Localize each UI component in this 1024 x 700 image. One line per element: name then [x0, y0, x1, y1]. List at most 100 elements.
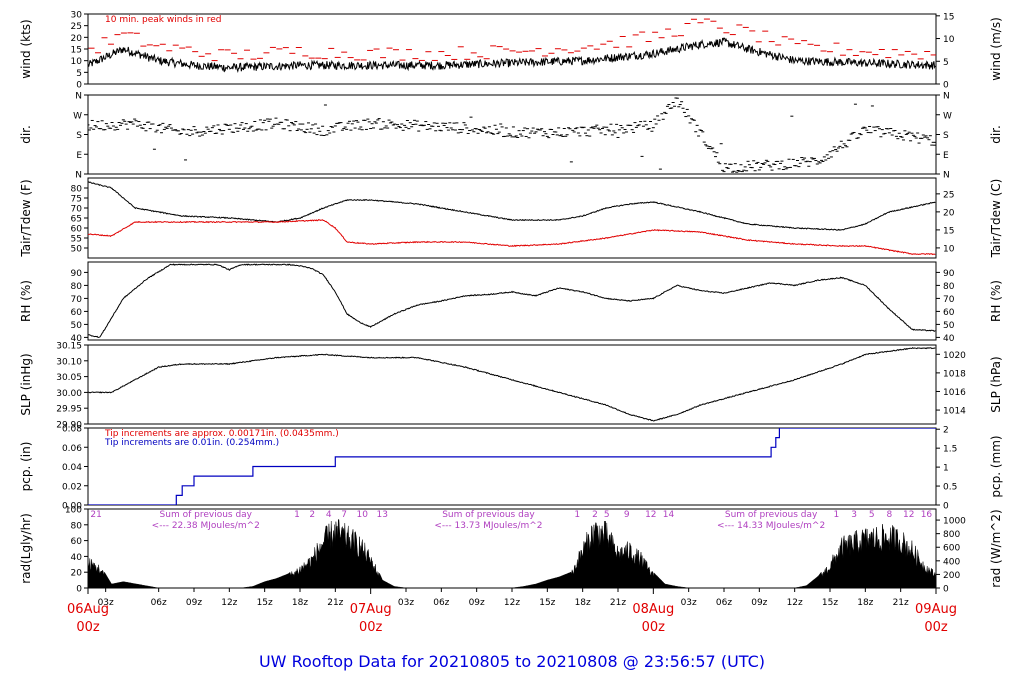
x-day-label: 09Aug — [915, 602, 957, 617]
hour-mark-label: 10 — [357, 510, 369, 520]
right-tick-label: 50 — [943, 321, 955, 331]
right-tick-label: 90 — [943, 269, 955, 279]
y-axis-label-right-temp: Tair/Tdew (C) — [989, 179, 1003, 259]
left-tick-label: 15 — [71, 46, 82, 56]
x-tick-label: 09z — [751, 598, 767, 608]
left-tick-label: W — [73, 111, 82, 121]
left-tick-label: 30.00 — [56, 389, 82, 399]
right-tick-label: E — [943, 151, 949, 161]
right-tick-label: 0.5 — [943, 483, 957, 493]
series-group-rad — [88, 519, 936, 588]
hour-mark-label: 4 — [326, 510, 332, 520]
right-tick-label: 15 — [943, 226, 954, 236]
panel-frame-rh — [87, 261, 937, 341]
right-tick-label: 40 — [943, 334, 955, 344]
x-tick-label: 03z — [681, 598, 697, 608]
y-axis-label-temp: Tair/Tdew (F) — [19, 179, 33, 257]
right-tick-label: 80 — [943, 282, 955, 292]
left-tick-label: 100 — [65, 506, 82, 516]
hour-mark-label: 12 — [903, 510, 914, 520]
left-tick-label: 70 — [71, 295, 83, 305]
chart-title: UW Rooftop Data for 20210805 to 20210808… — [259, 652, 765, 671]
hour-mark-label: 5 — [869, 510, 875, 520]
right-tick-label: 1020 — [943, 351, 966, 361]
right-tick-label: N — [943, 92, 950, 102]
left-tick-label: 80 — [71, 282, 83, 292]
hour-mark-label: 1 — [834, 510, 840, 520]
right-tick-label: 1016 — [943, 388, 966, 398]
left-tick-label: 20 — [71, 569, 83, 579]
left-tick-label: E — [76, 151, 82, 161]
left-tick-label: 25 — [71, 22, 82, 32]
day-sum-value: <--- 22.38 MJoules/m^2 — [152, 521, 260, 531]
panel-slp: 29.90 29.95 30.00 30.05 30.10 30.15 1014 1016 10… — [19, 342, 1003, 431]
left-tick-label: 0.08 — [62, 425, 82, 435]
right-tick-label: 60 — [943, 308, 955, 318]
x-day-label: 08Aug — [632, 602, 674, 617]
series-line-wind-0 — [88, 37, 936, 73]
right-tick-label: 10 — [943, 35, 955, 45]
hour-mark-label: 21 — [90, 510, 101, 520]
left-tick-label: 70 — [71, 205, 83, 215]
panel-frame-dir — [87, 94, 937, 175]
hour-mark-label: 7 — [341, 510, 347, 520]
left-tick-label: 5 — [76, 69, 82, 79]
right-tick-label: 1014 — [943, 407, 966, 417]
hour-mark-label: 3 — [851, 510, 857, 520]
x-tick-label: 15z — [822, 598, 838, 608]
x-day-sublabel: 00z — [76, 620, 100, 635]
hour-mark-label: 1 — [574, 510, 580, 520]
left-tick-label: 30.10 — [56, 357, 82, 367]
x-tick-label: 18z — [292, 598, 308, 608]
left-tick-label: 60 — [71, 537, 83, 547]
series-line-rh-0 — [88, 263, 936, 338]
radiation-area — [88, 519, 936, 588]
x-tick-label: 06z — [151, 598, 167, 608]
y-axis-label-right-slp: SLP (hPa) — [989, 356, 1003, 412]
left-tick-label: 20 — [71, 34, 83, 44]
x-tick-label: 06z — [716, 598, 732, 608]
x-tick-label: 03z — [98, 598, 114, 608]
hour-mark-label: 14 — [663, 510, 675, 520]
right-tick-label: 200 — [943, 571, 960, 581]
panel-annotation: 10 min. peak winds in red — [105, 15, 222, 25]
right-tick-label: 600 — [943, 544, 960, 554]
right-tick-label: 1000 — [943, 517, 966, 527]
x-tick-label: 09z — [186, 598, 202, 608]
left-tick-label: 80 — [71, 521, 83, 531]
hour-mark-label: 16 — [921, 510, 933, 520]
series-line-temp-1 — [88, 219, 936, 256]
y-axis-label-rad: rad(Lgly/hr) — [19, 513, 33, 584]
left-tick-label: 10 — [71, 57, 83, 67]
pcp-annotation-blue: Tip increments are 0.01in. (0.254mm.) — [104, 438, 279, 448]
left-tick-label: 30.05 — [56, 373, 82, 383]
series-group-temp — [88, 181, 936, 256]
x-tick-label: 09z — [469, 598, 485, 608]
left-tick-label: 30 — [71, 11, 83, 21]
x-tick-label: 06z — [433, 598, 449, 608]
left-tick-label: 60 — [71, 225, 83, 235]
right-tick-label: 0 — [943, 81, 949, 91]
x-tick-label: 15z — [539, 598, 555, 608]
y-axis-label-pcp: pcp. (in) — [19, 442, 33, 492]
panel-rad: 02040608010002004006008001000rad(Lgly/hr… — [19, 506, 1003, 595]
series-group-rh — [88, 263, 936, 338]
y-axis-label-right-rh: RH (%) — [989, 280, 1003, 322]
hour-mark-label: 2 — [309, 510, 315, 520]
day-sum-label: Sum of previous day — [442, 510, 535, 520]
hour-mark-label: 8 — [887, 510, 893, 520]
left-tick-label: N — [75, 92, 82, 102]
x-tick-label: 18z — [857, 598, 873, 608]
left-tick-label: 50 — [71, 321, 83, 331]
series-group-dir — [88, 97, 936, 173]
left-tick-label: 0.00 — [62, 502, 82, 512]
left-tick-label: 29.90 — [56, 421, 82, 431]
left-tick-label: S — [76, 131, 82, 141]
right-tick-label: 20 — [943, 208, 955, 218]
right-tick-label: 1018 — [943, 369, 966, 379]
pcp-annotation-red: Tip increments are approx. 0.00171in. (0… — [104, 429, 339, 439]
right-tick-label: 0 — [943, 502, 949, 512]
left-tick-label: 0.06 — [62, 444, 82, 454]
x-tick-label: 21z — [327, 598, 343, 608]
